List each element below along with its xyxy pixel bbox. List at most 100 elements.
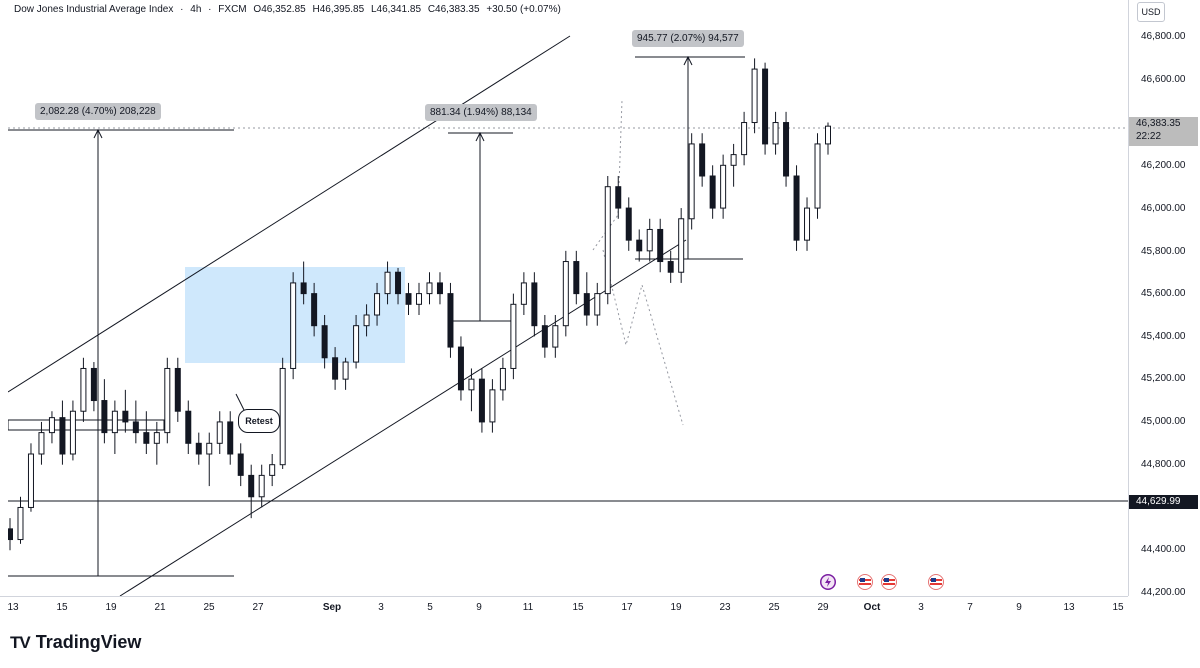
bar-countdown: 22:22 bbox=[1136, 131, 1162, 142]
candle-body bbox=[395, 271, 402, 295]
currency-button[interactable]: USD bbox=[1137, 2, 1165, 22]
candle-body bbox=[762, 68, 769, 145]
time-tick-label: 3 bbox=[918, 602, 924, 613]
candle-body bbox=[531, 282, 538, 327]
price-chart[interactable] bbox=[8, 0, 1128, 596]
chart-plot-area[interactable]: 2,082.28 (4.70%) 208,228 881.34 (1.94%) … bbox=[8, 0, 1128, 596]
measure-label-3[interactable]: 945.77 (2.07%) 94,577 bbox=[632, 30, 744, 47]
measure-label-1[interactable]: 2,082.28 (4.70%) 208,228 bbox=[35, 103, 161, 120]
candle-body bbox=[804, 207, 811, 241]
time-tick-label: 17 bbox=[621, 602, 633, 613]
candle-body bbox=[111, 410, 118, 434]
time-tick-label: Sep bbox=[322, 602, 342, 613]
candle-body bbox=[258, 474, 265, 498]
candle-body bbox=[772, 122, 779, 145]
time-tick-label: 9 bbox=[1016, 602, 1022, 613]
candle-body bbox=[290, 282, 297, 369]
candle-body bbox=[8, 528, 13, 541]
candle-body bbox=[185, 410, 192, 444]
current-price-value: 46,383.35 bbox=[1136, 118, 1181, 129]
price-axis[interactable]: USD 46,800.0046,600.0046,400.0046,200.00… bbox=[1128, 0, 1200, 598]
price-tick-label: 44,800.00 bbox=[1141, 459, 1186, 470]
candle-body bbox=[625, 207, 632, 241]
time-tick-label: 7 bbox=[967, 602, 973, 613]
candle-body bbox=[615, 186, 622, 209]
us-flag-glyph bbox=[928, 574, 944, 590]
candle-body bbox=[143, 432, 150, 444]
candle-body bbox=[720, 164, 727, 209]
time-tick-label: 29 bbox=[817, 602, 829, 613]
interval-label[interactable]: 4h bbox=[190, 4, 202, 15]
time-tick-label: 19 bbox=[105, 602, 117, 613]
candle-body bbox=[195, 442, 202, 455]
horizontal-level-tag: 44,629.99 bbox=[1129, 495, 1198, 509]
candle-body bbox=[793, 175, 800, 241]
measure2-arrowhead bbox=[475, 131, 485, 142]
candle-body bbox=[709, 175, 716, 209]
us-flag-icon[interactable] bbox=[928, 574, 944, 590]
candle-body bbox=[216, 421, 223, 444]
price-tick-label: 46,000.00 bbox=[1141, 203, 1186, 214]
bolt-icon-glyph bbox=[820, 574, 836, 590]
candle-body bbox=[374, 293, 381, 316]
candle-body bbox=[814, 143, 821, 209]
measure3-arrowhead bbox=[683, 55, 693, 66]
tradingview-brand[interactable]: TV TradingView bbox=[10, 632, 141, 653]
candle-body bbox=[174, 367, 181, 412]
resistance-box bbox=[8, 419, 165, 431]
us-flag-icon[interactable] bbox=[857, 574, 873, 590]
time-axis[interactable]: 13 15 19 21 25 27 Sep 3 5 9 11 15 17 19 23 25 29 Oct 3 7 9 13… bbox=[0, 596, 1128, 619]
candle-body bbox=[646, 228, 653, 252]
candle-body bbox=[678, 218, 685, 273]
time-tick-label: 3 bbox=[378, 602, 384, 613]
time-tick-label: 13 bbox=[7, 602, 19, 613]
candle-body bbox=[783, 122, 790, 177]
candle-body bbox=[468, 378, 475, 391]
measure-arrowhead bbox=[93, 128, 103, 139]
candle-body bbox=[730, 154, 737, 166]
candle-body bbox=[80, 367, 87, 412]
channel-upper-line bbox=[8, 35, 571, 393]
us-flag-glyph bbox=[857, 574, 873, 590]
candle-body bbox=[699, 143, 706, 177]
candle-body bbox=[132, 421, 139, 434]
candle-body bbox=[520, 282, 527, 305]
measure-label-2[interactable]: 881.34 (1.94%) 88,134 bbox=[425, 104, 537, 121]
time-tick-label: 15 bbox=[572, 602, 584, 613]
candle-body bbox=[688, 143, 695, 220]
candle-body bbox=[825, 125, 831, 145]
candle-body bbox=[122, 410, 129, 423]
candle-body bbox=[311, 293, 318, 327]
time-tick-label: 19 bbox=[670, 602, 682, 613]
candle-body bbox=[667, 261, 674, 273]
current-price-tag: 46,383.35 22:22 bbox=[1129, 117, 1198, 146]
candle-body bbox=[363, 314, 370, 327]
candle-body bbox=[573, 261, 580, 295]
bolt-icon[interactable] bbox=[820, 574, 836, 590]
candle-body bbox=[552, 325, 559, 348]
candle-body bbox=[384, 271, 391, 295]
candle-body bbox=[101, 400, 108, 434]
candle-body bbox=[436, 282, 443, 295]
retest-callout[interactable]: Retest bbox=[238, 409, 280, 433]
price-tick-label: 45,600.00 bbox=[1141, 288, 1186, 299]
us-flag-icon[interactable] bbox=[881, 574, 897, 590]
symbol-name[interactable]: Dow Jones Industrial Average Index bbox=[14, 4, 174, 15]
time-tick-label: 11 bbox=[522, 602, 534, 613]
source-label: FXCM bbox=[218, 4, 247, 15]
candle-body bbox=[594, 293, 601, 316]
candle-body bbox=[562, 261, 569, 327]
price-tick-label: 44,400.00 bbox=[1141, 544, 1186, 555]
candle-body bbox=[321, 325, 328, 359]
candle-body bbox=[478, 378, 485, 423]
time-tick-label: 15 bbox=[1112, 602, 1124, 613]
open-value: O46,352.85 bbox=[253, 4, 306, 15]
candle-body bbox=[541, 325, 548, 348]
us-flag-glyph bbox=[881, 574, 897, 590]
candle-body bbox=[583, 293, 590, 316]
time-tick-label: 13 bbox=[1063, 602, 1075, 613]
price-tick-label: 44,200.00 bbox=[1141, 587, 1186, 598]
time-tick-label: 27 bbox=[252, 602, 264, 613]
candle-body bbox=[153, 432, 160, 444]
